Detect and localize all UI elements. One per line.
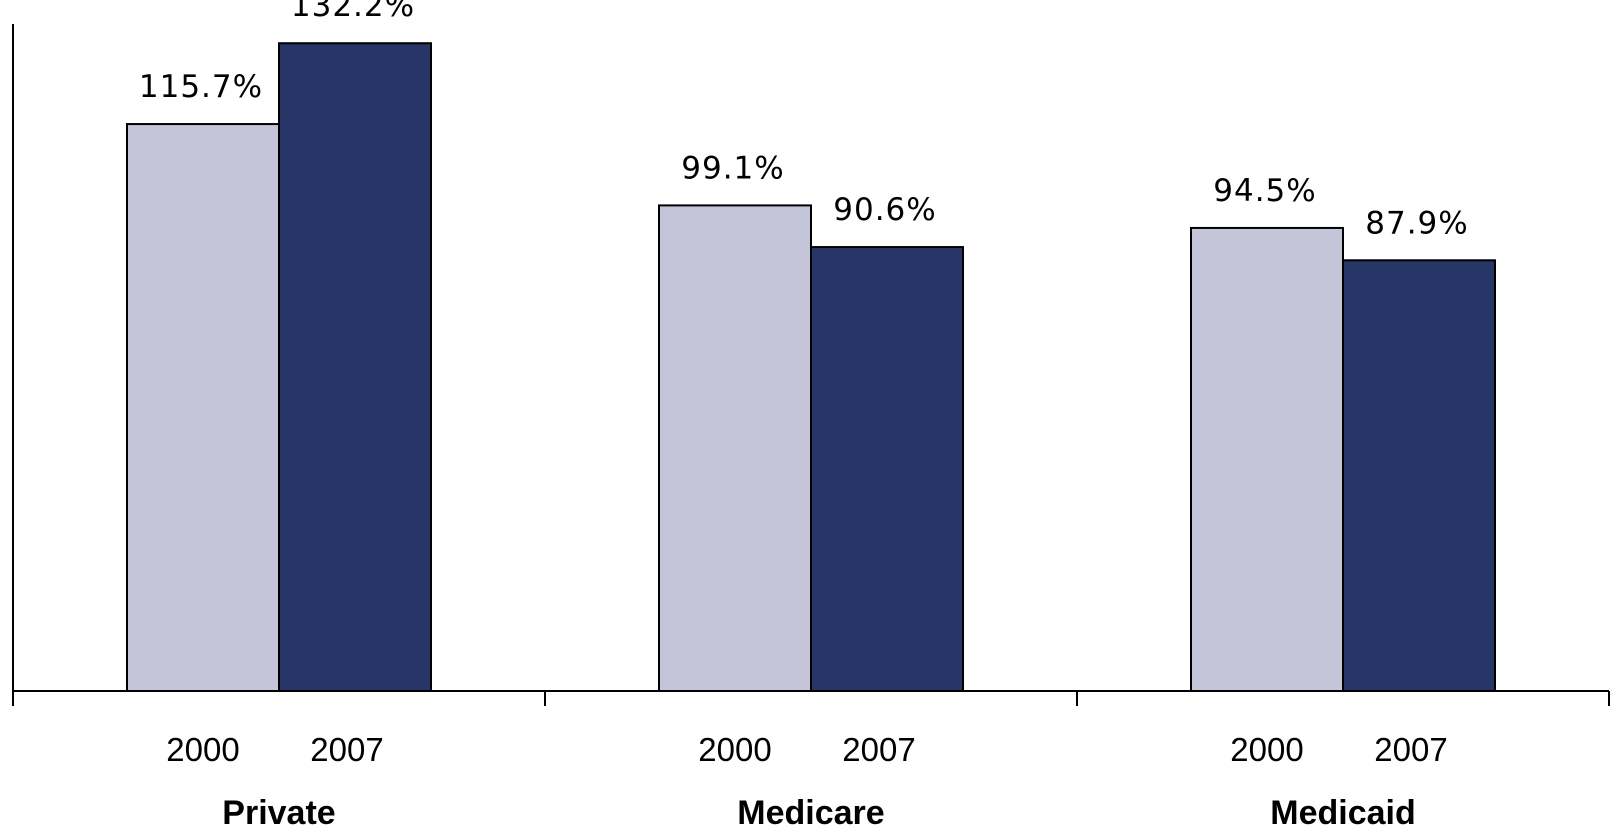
x-group-label-medicaid: Medicaid — [1270, 794, 1415, 830]
bars-layer — [126, 42, 1496, 693]
bar-medicaid-2000 — [1190, 226, 1344, 692]
x-group-label-medicare: Medicare — [737, 794, 884, 830]
x-sublabel-medicare-2000: 2000 — [698, 731, 771, 768]
bar-medicare-2000 — [658, 204, 812, 692]
bar-medicaid-2007 — [1342, 259, 1496, 692]
x-sublabel-medicaid-2000: 2000 — [1230, 731, 1303, 768]
x-sublabel-private-2000: 2000 — [166, 731, 239, 768]
axis-layer — [12, 24, 1609, 692]
data-label-private-2000: 115.7% — [139, 69, 263, 105]
x-axis-ticks — [12, 691, 1610, 706]
data-label-medicare-2000: 99.1% — [681, 150, 784, 186]
data-label-medicare-2007: 90.6% — [833, 192, 936, 228]
data-label-medicaid-2000: 94.5% — [1213, 173, 1316, 209]
labels-layer: 115.7% 2000 132.2% 2007 Private 99.1% 2000 90.6… — [139, 0, 1468, 830]
data-label-private-2007: 132.2% — [291, 0, 415, 24]
x-group-label-private: Private — [222, 794, 335, 830]
bar-private-2007 — [278, 42, 432, 693]
x-sublabel-private-2007: 2007 — [310, 731, 383, 768]
data-label-medicaid-2007: 87.9% — [1365, 205, 1468, 241]
x-sublabel-medicaid-2007: 2007 — [1374, 731, 1447, 768]
bar-medicare-2007 — [810, 246, 964, 692]
x-sublabel-medicare-2007: 2007 — [842, 731, 915, 768]
bar-private-2000 — [126, 123, 280, 692]
